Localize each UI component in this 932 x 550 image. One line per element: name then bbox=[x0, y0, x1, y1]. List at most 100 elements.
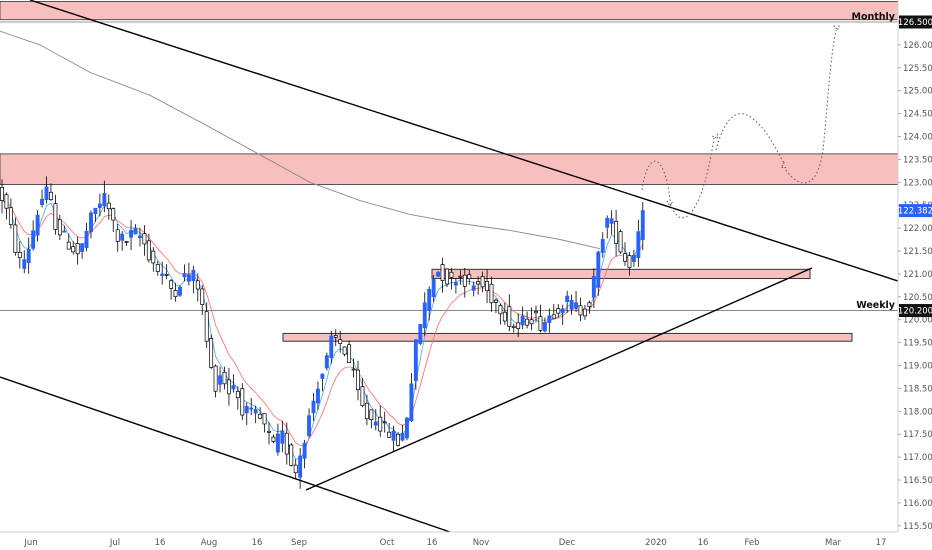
time-tick-label: Jul bbox=[109, 538, 120, 548]
price-tick-label: 117.000 bbox=[903, 453, 932, 463]
candle bbox=[275, 423, 280, 456]
candle bbox=[494, 298, 498, 314]
price-tick-label: 120.000 bbox=[903, 316, 932, 326]
candle bbox=[525, 311, 530, 329]
candle bbox=[609, 210, 614, 235]
candle bbox=[476, 276, 481, 295]
candle bbox=[324, 352, 329, 371]
candle bbox=[93, 207, 98, 222]
candle bbox=[582, 304, 587, 320]
price-tick-label: 119.000 bbox=[903, 362, 932, 372]
price-tick-label: 122.000 bbox=[903, 224, 932, 234]
candle bbox=[467, 270, 472, 285]
candle bbox=[631, 249, 636, 267]
candle bbox=[480, 271, 485, 293]
time-tick-label: Sep bbox=[291, 538, 307, 548]
candle bbox=[44, 176, 49, 204]
time-tick-label: 2020 bbox=[645, 538, 667, 548]
price-tick-label: 120.500 bbox=[903, 293, 932, 303]
trendlines-layer bbox=[0, 0, 932, 533]
time-tick-label: 17 bbox=[876, 538, 887, 548]
candle bbox=[244, 402, 249, 426]
candle bbox=[618, 229, 623, 255]
candle bbox=[271, 434, 276, 444]
candle bbox=[605, 215, 610, 239]
candle bbox=[382, 411, 387, 433]
candle bbox=[347, 340, 352, 364]
ascending-trendline bbox=[305, 267, 813, 491]
candle bbox=[146, 233, 151, 263]
candle bbox=[427, 286, 432, 321]
price-tick-label: 121.000 bbox=[903, 270, 932, 280]
descending-trendline-upper bbox=[29, 0, 932, 293]
candle bbox=[293, 458, 298, 480]
candle bbox=[507, 294, 512, 332]
candle bbox=[258, 407, 263, 420]
time-tick-label: Jun bbox=[23, 538, 37, 548]
price-tick-label: 125.500 bbox=[903, 64, 932, 74]
candle bbox=[453, 278, 458, 294]
projection-arrowhead-icon bbox=[712, 132, 719, 140]
candle bbox=[13, 217, 18, 256]
price-tick-label: 117.500 bbox=[903, 430, 932, 440]
candle bbox=[627, 251, 632, 276]
level-label-monthly: Monthly bbox=[852, 12, 896, 23]
sma-200-line bbox=[0, 30, 601, 250]
candle bbox=[418, 324, 423, 346]
time-tick-label: 16 bbox=[427, 538, 438, 548]
candle bbox=[542, 317, 547, 333]
candle bbox=[213, 364, 218, 398]
time-tick-label: Aug bbox=[201, 538, 218, 548]
candle bbox=[200, 285, 205, 316]
candle bbox=[445, 268, 449, 287]
candle bbox=[62, 225, 67, 233]
candle bbox=[547, 308, 552, 333]
candle bbox=[578, 297, 583, 322]
projection-arrowhead-icon bbox=[833, 24, 841, 31]
candle bbox=[169, 278, 174, 300]
candle bbox=[138, 227, 142, 247]
candle bbox=[178, 285, 182, 297]
candle bbox=[40, 189, 45, 208]
candle bbox=[186, 262, 191, 286]
time-tick-label: 16 bbox=[252, 538, 263, 548]
candle bbox=[155, 261, 160, 276]
price-tick-label: 118.000 bbox=[903, 407, 932, 417]
candle bbox=[373, 409, 378, 431]
time-tick-label: Feb bbox=[744, 538, 759, 548]
level-price-tag-monthly bbox=[899, 15, 932, 29]
candle bbox=[160, 261, 165, 285]
time-tick-label: Mar bbox=[825, 538, 842, 548]
price-axis[interactable]: 126.500 126.000 125.500 125.000 124.500 124.0… bbox=[897, 0, 932, 532]
price-tick-label: 121.500 bbox=[903, 247, 932, 257]
candle bbox=[333, 329, 338, 347]
candle bbox=[53, 194, 58, 235]
price-tick-label: 116.000 bbox=[903, 499, 932, 509]
candle bbox=[71, 241, 76, 255]
price-tick-label: 115.500 bbox=[903, 522, 932, 532]
projection-arrowhead-icon bbox=[780, 162, 788, 169]
candle bbox=[462, 267, 467, 298]
candle bbox=[240, 383, 245, 420]
candle bbox=[556, 304, 561, 318]
price-tick-label: 125.000 bbox=[903, 87, 932, 97]
candle bbox=[298, 448, 303, 489]
candle bbox=[195, 273, 200, 302]
candle bbox=[17, 241, 22, 269]
candle bbox=[565, 290, 570, 313]
candle bbox=[80, 243, 85, 259]
projection-path bbox=[641, 29, 837, 219]
candle bbox=[218, 366, 222, 393]
candle bbox=[591, 268, 596, 308]
time-tick-label: Oct bbox=[380, 538, 395, 548]
candle bbox=[569, 294, 574, 315]
time-axis[interactable]: Jun Jul 16 Aug 16 Sep Oct 16 Nov Dec 2020 16 Feb Mar 1… bbox=[0, 531, 932, 550]
candle bbox=[311, 392, 316, 421]
projection-arrowhead-icon bbox=[666, 200, 674, 207]
candle bbox=[35, 210, 40, 242]
candle bbox=[66, 233, 71, 250]
candle bbox=[614, 209, 619, 257]
candle bbox=[249, 397, 254, 416]
candle bbox=[182, 264, 187, 282]
